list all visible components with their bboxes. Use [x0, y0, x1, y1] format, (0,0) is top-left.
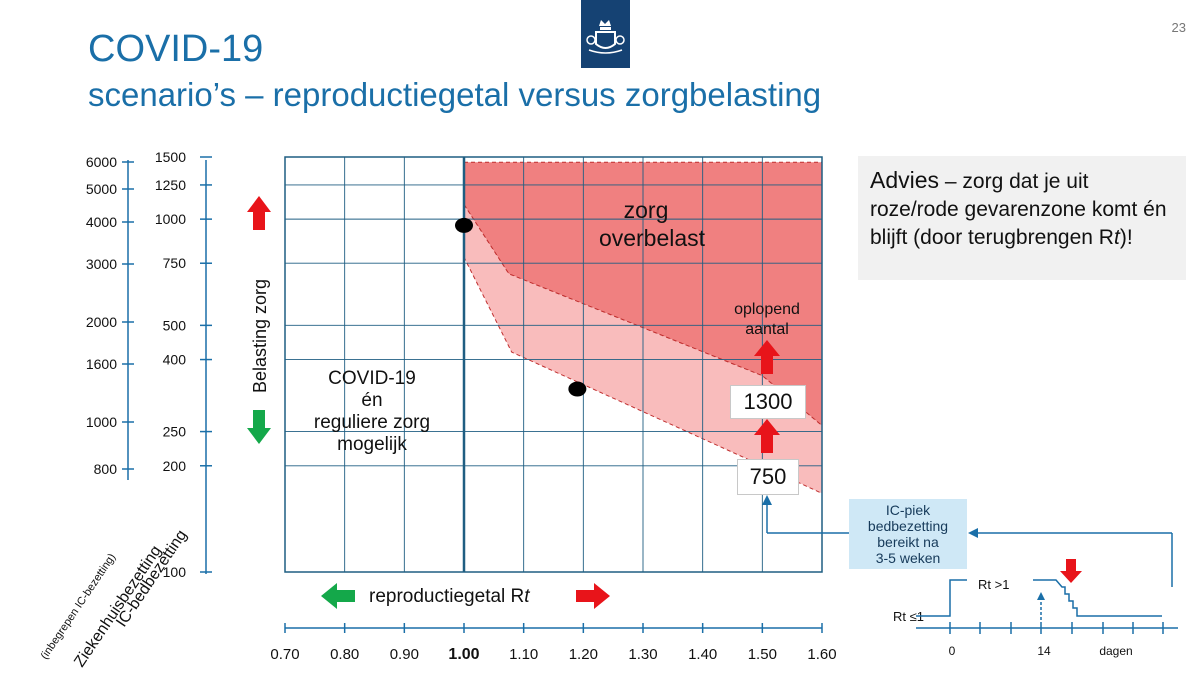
x-tick-label: 1.20	[569, 646, 598, 663]
ic-tick-label: 400	[163, 352, 187, 368]
ic-tick-label: 1000	[155, 211, 186, 227]
advice-end: )!	[1119, 226, 1133, 249]
x-axis-title: reproductiegetal Rt	[369, 586, 530, 607]
ziekenhuis-tick-label: 5000	[86, 181, 117, 197]
arrow-left-green-icon	[321, 583, 355, 609]
inset-line-series	[1033, 579, 1162, 617]
x-tick-label: 1.30	[628, 646, 657, 663]
ic-tick-label: 100	[163, 564, 187, 580]
advice-box: Advies – zorg dat je uit roze/rode gevar…	[858, 156, 1186, 280]
page-title: COVID-19	[88, 28, 264, 70]
inset-marker-arrowhead	[1037, 592, 1045, 600]
inset-tick-label: 0	[949, 644, 956, 658]
arrow-up-red-icon	[754, 340, 780, 374]
x-tick-label: 1.50	[748, 646, 777, 663]
value-box-750: 750	[737, 459, 799, 495]
arrow-down-green-icon	[247, 410, 271, 444]
ic-note-line: 3-5 weken	[875, 550, 941, 566]
x-tick-label: 0.80	[330, 646, 359, 663]
x-tick-label: 1.60	[807, 646, 836, 663]
ic-note-line: bedbezetting	[867, 518, 949, 534]
safe-zone-label: reguliere zorg	[314, 412, 430, 433]
arrow-right-red-icon	[576, 583, 610, 609]
arrow-down-red-icon	[1060, 559, 1082, 583]
connector-arrowhead	[968, 528, 978, 538]
ziekenhuis-tick-label: 3000	[86, 256, 117, 272]
rising-label: oplopend	[734, 301, 800, 318]
x-axis-title-italic: t	[524, 586, 530, 607]
ic-tick-label: 1500	[155, 149, 186, 165]
ziekenhuis-tick-label: 4000	[86, 214, 117, 230]
connector-arrowhead	[762, 495, 772, 505]
ziekenhuis-tick-label: 1000	[86, 414, 117, 430]
ic-tick-label: 500	[163, 317, 187, 333]
ziekenhuis-axis-subtitle: (inbegrepen IC-bezetting)	[39, 552, 119, 662]
ziekenhuis-tick-label: 800	[94, 461, 118, 477]
inset-label-low: Rt ≤1	[893, 609, 924, 624]
overload-zone-label: zorg	[624, 197, 669, 223]
x-tick-label: 0.70	[270, 646, 299, 663]
value-box-1300: 1300	[730, 385, 806, 419]
advice-text: – zorg dat je uit roze/rode gevarenzone …	[870, 170, 1167, 249]
ziekenhuis-tick-label: 1600	[86, 356, 117, 372]
inset-tick-label: 14	[1037, 644, 1051, 658]
scenario-point	[455, 217, 473, 233]
page-subtitle: scenario’s – reproductiegetal versus zor…	[88, 76, 822, 113]
scenario-point	[568, 381, 587, 397]
advice-italic: t	[1113, 226, 1120, 249]
x-tick-label: 1.10	[509, 646, 538, 663]
safe-zone-label: COVID-19	[328, 368, 416, 389]
rising-label: aantal	[745, 321, 789, 338]
inset-label-high: Rt >1	[978, 577, 1009, 592]
ic-note-line: IC-piek	[885, 502, 931, 518]
x-tick-label: 1.00	[448, 646, 479, 663]
safe-zone-label: mogelijk	[337, 434, 407, 455]
belasting-zorg-title: Belasting zorg	[250, 279, 270, 393]
ic-tick-label: 250	[163, 424, 187, 440]
safe-zone-label: én	[361, 390, 382, 411]
inset-line-series	[916, 579, 967, 617]
inset-tick-label: dagen	[1099, 644, 1132, 658]
ziekenhuis-tick-label: 2000	[86, 314, 117, 330]
x-tick-label: 1.40	[688, 646, 717, 663]
arrow-up-red-icon	[247, 196, 271, 230]
ic-tick-label: 1250	[155, 177, 186, 193]
overload-zone-label: overbelast	[599, 225, 706, 251]
page-number: 23	[1171, 20, 1186, 35]
ic-tick-label: 200	[163, 458, 187, 474]
ic-tick-label: 750	[163, 255, 187, 271]
plot-frame	[284, 156, 823, 573]
ic-note-line: bereikt na	[877, 534, 939, 550]
royal-crest-icon	[586, 20, 625, 54]
ziekenhuis-tick-label: 6000	[86, 154, 117, 170]
x-tick-label: 0.90	[390, 646, 419, 663]
advice-lead: Advies	[870, 167, 940, 193]
arrow-up-red-icon	[754, 419, 780, 453]
ic-peak-note: IC-piek bedbezetting bereikt na 3-5 weke…	[849, 499, 967, 569]
government-logo	[581, 0, 630, 68]
